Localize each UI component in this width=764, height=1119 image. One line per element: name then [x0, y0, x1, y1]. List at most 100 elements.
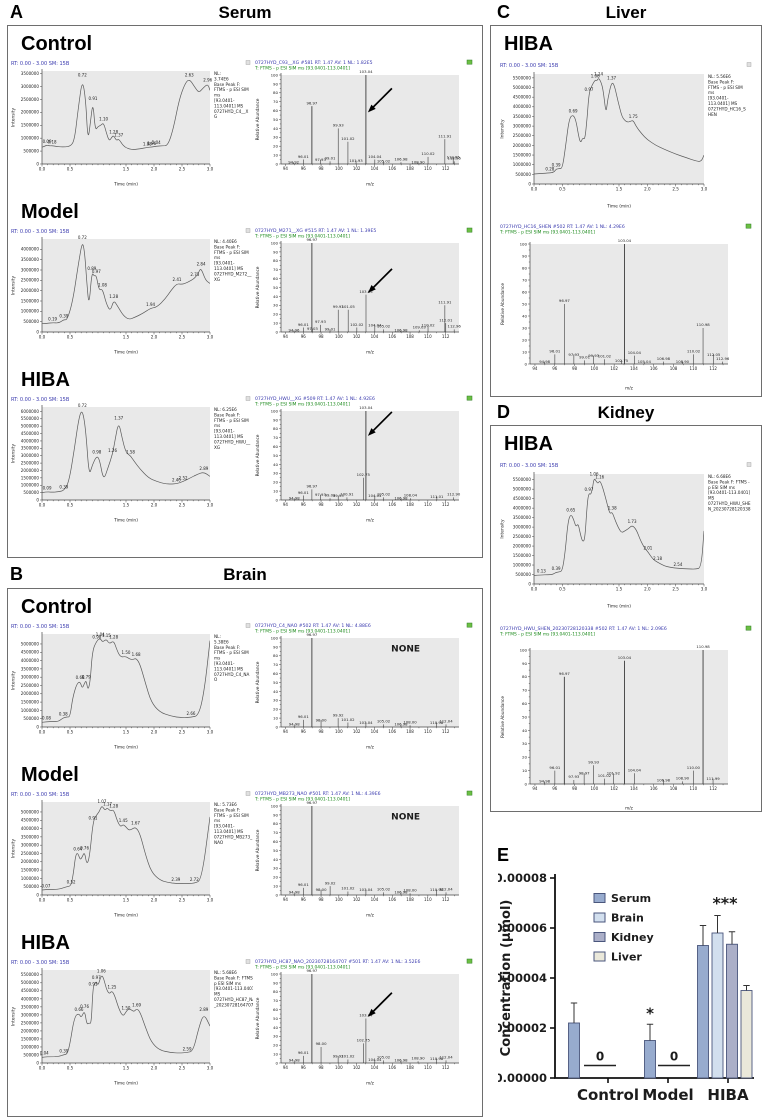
panel-corner-icon — [746, 62, 752, 67]
svg-text:40: 40 — [273, 689, 278, 694]
svg-text:5000000: 5000000 — [21, 641, 40, 646]
svg-text:2.72: 2.72 — [190, 877, 199, 882]
panel-corner-icon — [746, 462, 752, 467]
a-model-mass-spectrum: 0727HYD_M271__XG #515 RT: 1.47 AV: 1 NL:… — [254, 227, 473, 355]
y-axis-ticks: 0 500000 1000000 1500000 2000000 2500000 30000… — [21, 809, 42, 897]
svg-text:50: 50 — [273, 453, 278, 458]
svg-text:30: 30 — [522, 741, 527, 746]
chromatogram-header: RT: 0.00 - 3.00 SM: 15B — [11, 397, 70, 403]
y-axis-title: Intensity — [11, 671, 17, 691]
x-axis-title: m/z — [366, 913, 374, 918]
svg-text:109.03: 109.03 — [413, 324, 427, 329]
svg-text:[93.0401-: [93.0401- — [214, 429, 235, 434]
panel-d-title: Kidney — [597, 403, 655, 422]
svg-text:1500000: 1500000 — [513, 553, 532, 558]
svg-text:0.89: 0.89 — [87, 266, 96, 271]
svg-text:0727HYD_HC16_S: 0727HYD_HC16_S — [708, 106, 746, 111]
x-category-label: HIBA — [707, 1086, 749, 1104]
svg-text:104.04: 104.04 — [368, 493, 382, 498]
svg-text:106: 106 — [388, 1065, 396, 1070]
svg-text:99.93: 99.93 — [333, 123, 344, 128]
svg-text:5500000: 5500000 — [21, 972, 40, 977]
svg-text:3.74E6: 3.74E6 — [214, 76, 229, 81]
condition-heading: Model — [21, 764, 79, 786]
plot-background — [281, 411, 459, 500]
svg-text:108.90: 108.90 — [676, 776, 690, 781]
svg-text:3000000: 3000000 — [21, 843, 40, 848]
svg-text:105.02: 105.02 — [377, 159, 391, 164]
svg-text:106.98: 106.98 — [394, 328, 408, 333]
svg-text:112.85: 112.85 — [447, 154, 461, 159]
svg-text:NAO: NAO — [214, 840, 224, 845]
svg-text:96.97: 96.97 — [306, 968, 317, 973]
svg-text:NL:: NL: — [214, 71, 221, 76]
svg-text:108: 108 — [406, 502, 414, 507]
svg-text:2500000: 2500000 — [21, 683, 40, 688]
y-axis-ticks: 0.00000 0.00002 0.00004 0.00006 0.00008 — [498, 871, 555, 1085]
svg-text:101.02: 101.02 — [341, 886, 355, 891]
y-axis-ticks: 0 10 20 30 40 50 60 70 80 90 100 — [271, 240, 281, 334]
svg-text:FTMS - p ESI SIM: FTMS - p ESI SIM — [708, 85, 743, 90]
svg-text:0727HYD_M272__: 0727HYD_M272__ — [214, 271, 252, 276]
svg-text:2000000: 2000000 — [21, 288, 40, 293]
svg-text:60: 60 — [522, 701, 527, 706]
chromatogram-header: RT: 0.00 - 3.00 SM: 15B — [500, 463, 559, 469]
svg-text:20: 20 — [273, 875, 278, 880]
spectrum-header-line1: 0727HYD_HWU__XG #509 RT: 1.47 AV: 1 NL: … — [255, 396, 375, 402]
x-axis-title: Time (min) — [113, 350, 138, 356]
svg-text:[93.0401-113.0401]: [93.0401-113.0401] — [708, 490, 750, 495]
svg-text:500000: 500000 — [23, 148, 39, 153]
svg-text:0.18: 0.18 — [48, 139, 57, 144]
y-axis-ticks: 0 10 20 30 40 50 60 70 80 90 100 — [271, 408, 281, 502]
svg-text:30: 30 — [522, 325, 527, 330]
svg-text:0: 0 — [525, 361, 528, 366]
svg-text:0727HYD_HC87_NAO: 0727HYD_HC87_NAO — [214, 997, 253, 1002]
svg-text:110.98: 110.98 — [430, 1056, 444, 1061]
svg-text:0.97: 0.97 — [585, 87, 594, 92]
svg-text:50: 50 — [273, 848, 278, 853]
svg-text:3500000: 3500000 — [21, 1004, 40, 1009]
svg-text:3.0: 3.0 — [701, 186, 708, 191]
svg-text:112: 112 — [709, 786, 717, 791]
svg-text:HEN: HEN — [708, 112, 717, 117]
arrow-annotation — [367, 268, 393, 293]
svg-text:112.96: 112.96 — [716, 356, 730, 361]
svg-text:1.37: 1.37 — [114, 416, 123, 421]
svg-text:110.00: 110.00 — [687, 765, 701, 770]
svg-text:100: 100 — [591, 366, 599, 371]
svg-text:106.98: 106.98 — [394, 722, 408, 727]
svg-text:2.54: 2.54 — [673, 562, 682, 567]
svg-text:40: 40 — [273, 857, 278, 862]
svg-text:100: 100 — [335, 1065, 343, 1070]
svg-text:0.69: 0.69 — [569, 108, 578, 113]
svg-text:1000000: 1000000 — [21, 309, 40, 314]
svg-text:NL: 5.68E6: NL: 5.68E6 — [214, 970, 237, 975]
x-axis-ticks: 0.0 0.5 1.5 2.0 2.5 3.0 — [39, 332, 214, 339]
svg-text:96.97: 96.97 — [306, 632, 317, 637]
svg-text:FTMS - p ESI SIM: FTMS - p ESI SIM — [214, 418, 249, 423]
chromatogram-trace — [534, 478, 704, 576]
svg-text:1.5: 1.5 — [123, 334, 130, 339]
svg-text:30: 30 — [273, 1034, 278, 1039]
svg-text:60: 60 — [273, 276, 278, 281]
svg-text:2500000: 2500000 — [21, 851, 40, 856]
svg-text:0: 0 — [36, 329, 39, 334]
svg-text:60: 60 — [273, 1007, 278, 1012]
spectrum-header-line1: 0727HYD_HWU_SHEN_20230728120338 #502 RT:… — [500, 626, 667, 632]
svg-text:0.5: 0.5 — [67, 1065, 74, 1070]
svg-text:113.0401] MS: 113.0401] MS — [214, 103, 244, 108]
svg-text:ms: ms — [708, 90, 714, 95]
svg-text:2.5: 2.5 — [672, 186, 679, 191]
svg-text:3000000: 3000000 — [21, 453, 40, 458]
svg-text:105.02: 105.02 — [377, 492, 391, 497]
svg-text:112: 112 — [442, 334, 450, 339]
svg-text:110.02: 110.02 — [421, 151, 435, 156]
svg-text:0.5: 0.5 — [67, 729, 74, 734]
concentration-bar-chart: 0.00000 0.00002 0.00004 0.00006 0.00008 Contr… — [498, 871, 754, 1104]
svg-text:96: 96 — [301, 897, 307, 902]
svg-text:104: 104 — [630, 786, 638, 791]
condition-heading: HIBA — [504, 33, 553, 55]
svg-text:XG: XG — [214, 445, 220, 450]
svg-text:0.5: 0.5 — [559, 186, 566, 191]
